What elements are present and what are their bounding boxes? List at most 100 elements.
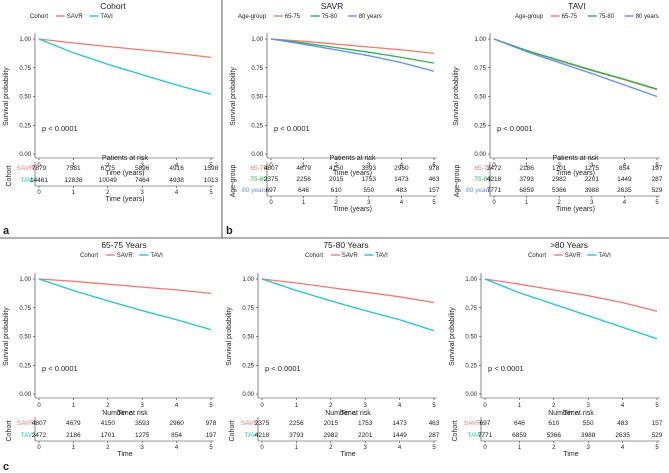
- risk-x-axis-label: Time (years): [556, 206, 595, 213]
- risk-value: 610: [548, 420, 559, 427]
- risk-value: 6859: [512, 432, 527, 439]
- y-tick-label: 0.25: [465, 363, 477, 369]
- p-value: p < 0.0001: [497, 124, 533, 133]
- y-axis-label: Survival probability: [230, 67, 237, 126]
- risk-table-title: Patients at risk: [330, 155, 376, 162]
- risk-value: 157: [652, 420, 663, 427]
- risk-value: 550: [583, 420, 594, 427]
- risk-table-title: Number at risk: [548, 410, 594, 417]
- y-tick-label: 1.00: [251, 37, 263, 43]
- risk-value: 2960: [169, 420, 184, 427]
- risk-value: 1473: [394, 176, 409, 183]
- risk-value: 610: [331, 187, 342, 194]
- risk-value: 197: [206, 432, 217, 439]
- y-tick-label: 0.75: [474, 66, 486, 72]
- y-tick-label: 0.75: [242, 306, 254, 312]
- risk-value: 2375: [255, 420, 270, 427]
- y-tick-label: 0.00: [242, 392, 254, 398]
- legend-title: Cohort: [80, 253, 98, 259]
- risk-value: 2015: [329, 176, 344, 183]
- p-value: p < 0.0001: [265, 364, 301, 373]
- risk-value: 4150: [329, 165, 344, 172]
- legend-label: TAVI: [598, 253, 611, 259]
- y-tick-label: 0.50: [19, 95, 31, 101]
- risk-value: 2015: [324, 420, 339, 427]
- legend-label: TAVI: [375, 253, 388, 259]
- y-tick-label: 1.00: [19, 277, 31, 283]
- risk-value: 2982: [552, 176, 567, 183]
- y-tick-label: 0.50: [465, 335, 477, 341]
- panel-letter-b: b: [226, 225, 233, 237]
- y-tick-label: 1.00: [465, 277, 477, 283]
- risk-table-title: Patients at risk: [553, 155, 599, 162]
- risk-x-axis-label: Time: [563, 451, 578, 458]
- risk-value: 7464: [135, 177, 150, 184]
- risk-value: 4218: [487, 176, 502, 183]
- legend: Cohort SAVR TAVI: [80, 253, 163, 259]
- legend: Cohort SAVR TAVI: [305, 253, 388, 259]
- risk-value: 287: [652, 176, 663, 183]
- y-tick-label: 0.25: [242, 363, 254, 369]
- risk-value: 1013: [204, 177, 219, 184]
- risk-value: 1753: [358, 420, 373, 427]
- risk-table-title: Patients at risk: [102, 155, 148, 162]
- y-tick-label: 0.00: [474, 152, 486, 158]
- risk-value: 463: [429, 420, 440, 427]
- risk-value: 2472: [32, 432, 47, 439]
- legend-label: TAVI: [150, 253, 163, 259]
- chart-title: Cohort: [100, 1, 126, 11]
- risk-value: 978: [206, 420, 217, 427]
- risk-value: 5366: [547, 432, 562, 439]
- legend-label: 65-75: [562, 14, 578, 20]
- risk-value: 529: [652, 187, 663, 194]
- legend-title: Cohort: [305, 253, 323, 259]
- risk-value: 2201: [358, 432, 373, 439]
- risk-value: 4938: [169, 177, 184, 184]
- risk-value: 2256: [289, 420, 304, 427]
- risk-value: 463: [429, 176, 440, 183]
- risk-value: 483: [617, 420, 628, 427]
- legend-title: Cohort: [528, 253, 546, 259]
- y-tick-label: 0.75: [465, 306, 477, 312]
- y-tick-label: 0.75: [251, 66, 263, 72]
- risk-value: 3988: [585, 187, 600, 194]
- risk-value: 5896: [135, 165, 150, 172]
- risk-value: 854: [171, 432, 182, 439]
- risk-value: 1473: [392, 420, 407, 427]
- figure-canvas: a b c CohortCohort SAVR TAVI0.000.250.500.…: [0, 0, 669, 473]
- risk-table-row-title: Age-group: [230, 165, 237, 198]
- y-tick-label: 0.25: [19, 123, 31, 129]
- y-axis-label: Survival probability: [3, 67, 10, 126]
- legend-label: SAVR: [565, 253, 582, 259]
- risk-table-row-title: Cohort: [229, 420, 236, 441]
- risk-value: 978: [429, 165, 440, 172]
- risk-value: 2375: [264, 176, 279, 183]
- risk-table-title: Number at risk: [102, 410, 148, 417]
- risk-value: 854: [619, 165, 630, 172]
- legend-title: Age-group: [238, 14, 267, 20]
- chart-title: 75-80 Years: [323, 240, 368, 250]
- risk-value: 1753: [362, 176, 377, 183]
- risk-value: 2256: [296, 176, 311, 183]
- y-tick-label: 0.00: [19, 392, 31, 398]
- risk-value: 4916: [169, 165, 184, 172]
- risk-value: 3793: [289, 432, 304, 439]
- y-tick-label: 1.00: [19, 37, 31, 43]
- panel-letter-c: c: [3, 461, 9, 473]
- y-tick-label: 0.50: [251, 95, 263, 101]
- risk-value: 1701: [552, 165, 567, 172]
- risk-value: 4807: [264, 165, 279, 172]
- risk-value: 3593: [135, 420, 150, 427]
- risk-value: 483: [396, 187, 407, 194]
- y-tick-label: 0.00: [251, 152, 263, 158]
- risk-value: 4679: [296, 165, 311, 172]
- risk-value: 4679: [66, 420, 81, 427]
- risk-x-axis-label: Time: [340, 451, 355, 458]
- risk-value: 2960: [394, 165, 409, 172]
- y-tick-label: 1.00: [474, 37, 486, 43]
- risk-value: 3593: [362, 165, 377, 172]
- risk-value: 197: [652, 165, 663, 172]
- risk-value: 14461: [30, 177, 48, 184]
- risk-value: 646: [298, 187, 309, 194]
- p-value: p < 0.0001: [42, 124, 78, 133]
